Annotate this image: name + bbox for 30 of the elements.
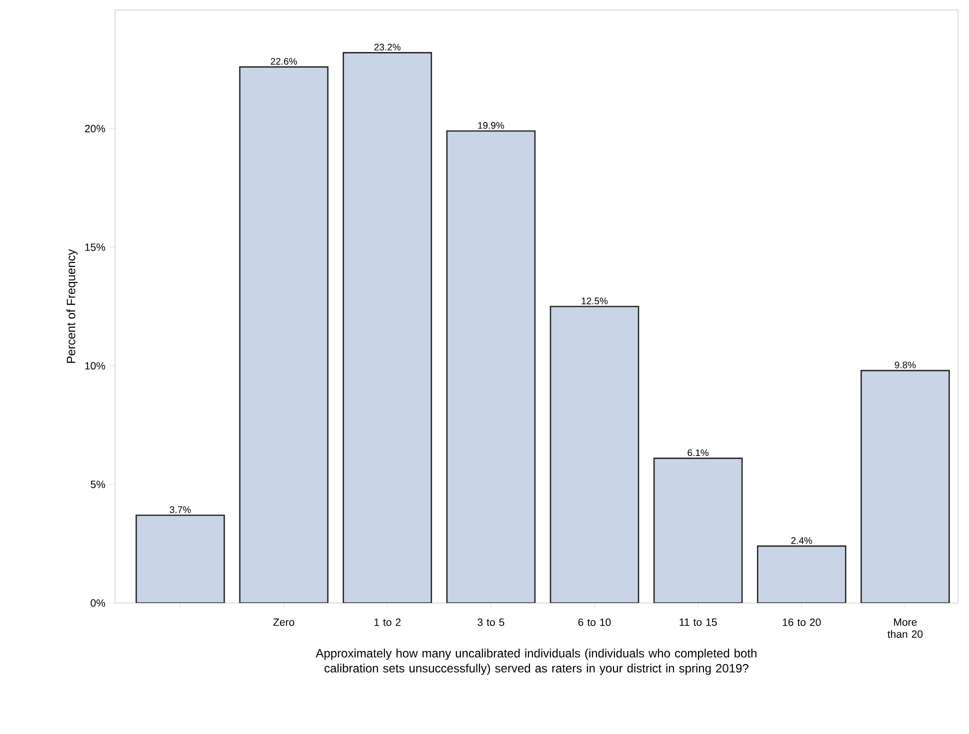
y-tick-label: 15% [85,244,106,251]
x-tick-label: 1 to 2 [374,618,401,626]
y-tick-label: 20% [84,124,106,132]
y-tick-label: 10% [85,362,106,370]
y-tick-label: 0% [90,599,106,607]
data-label: 2.4% [791,537,812,544]
bar [550,306,639,603]
bar [758,546,846,603]
bar [446,130,535,603]
data-label: 3.7% [170,506,191,514]
bar [136,515,224,603]
x-tick-label: 6 to 10 [578,618,611,626]
data-label: 9.8% [894,362,916,368]
bar [860,370,950,603]
data-label: 6.1% [688,449,709,456]
y-tick-label: 5% [90,480,106,488]
bar [240,66,328,603]
bar [654,458,742,603]
x-tick-label: 16 to 20 [782,618,821,626]
x-axis-title: Approximately how many uncalibrated individuals (individuals who completed both calibration sets unsuccessfully) served as raters in your district in spring 2019? [316,648,756,675]
x-tick-label: Zero [273,618,294,626]
data-label: 12.5% [582,298,608,304]
data-label: 23.2% [374,44,400,50]
bar [343,52,432,603]
x-tick-label: 11 to 15 [680,618,717,626]
data-label: 22.6% [270,58,297,65]
x-tick-label: 3 to 5 [478,618,504,626]
x-tick-label: More than 20 [888,618,923,638]
y-axis-title: Percent of Frequency [66,249,78,363]
data-label: 19.9% [478,122,504,129]
